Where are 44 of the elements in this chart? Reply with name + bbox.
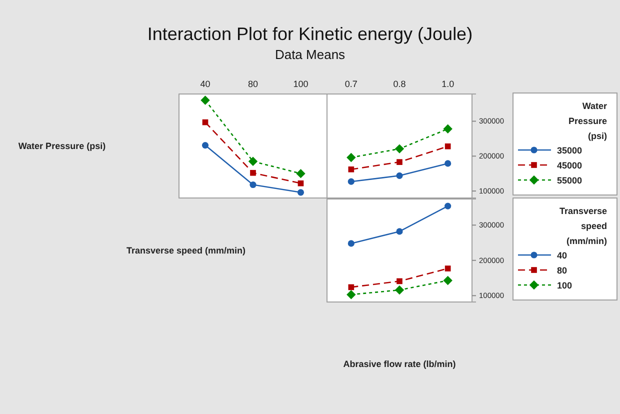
point (444, 202, 452, 210)
point (443, 276, 452, 286)
legend-label: 100 (557, 280, 572, 290)
legend-label: 55000 (557, 176, 582, 186)
point (346, 152, 356, 162)
x-tick-label: 1.0 (442, 79, 454, 89)
point (298, 180, 304, 186)
chart-title: Interaction Plot for Kinetic energy (Joule) (147, 24, 473, 44)
point (248, 156, 258, 166)
point (202, 142, 209, 149)
x-tick-label: 80 (248, 79, 258, 89)
point (250, 181, 256, 188)
point (444, 160, 452, 167)
legend-title: Transverse speed (mm/min) (559, 206, 608, 246)
point (396, 278, 402, 284)
point (348, 178, 354, 185)
point (394, 144, 404, 154)
x-tick-label: 40 (200, 79, 210, 89)
legend-label: 80 (557, 266, 568, 276)
point (297, 189, 304, 196)
x-tick-label: 0.7 (344, 79, 358, 89)
legend-label: 40 (557, 250, 568, 260)
legend-label: 45000 (557, 160, 582, 170)
x-axis-title: Abrasive flow rate (lb/min) (343, 359, 456, 369)
point (296, 168, 306, 178)
x-tick-label: 100 (293, 79, 308, 89)
point (444, 266, 451, 272)
point (396, 159, 402, 165)
y-axis-title: Water Pressure (psi) (18, 141, 106, 151)
point (443, 124, 452, 134)
x-tick-label: 0.8 (393, 79, 406, 89)
point (396, 172, 403, 179)
point (444, 143, 451, 150)
chart-subtitle: Data Means (274, 47, 346, 62)
legend-label: 35000 (557, 146, 582, 156)
point (250, 170, 256, 176)
point (348, 166, 354, 172)
point (348, 240, 354, 247)
y-axis-title: Transverse speed (mm/min) (126, 246, 246, 256)
point (394, 285, 404, 295)
point (396, 228, 403, 235)
point (200, 96, 210, 105)
legend-title: Water Pressure (psi) (568, 101, 608, 141)
point (346, 290, 356, 300)
